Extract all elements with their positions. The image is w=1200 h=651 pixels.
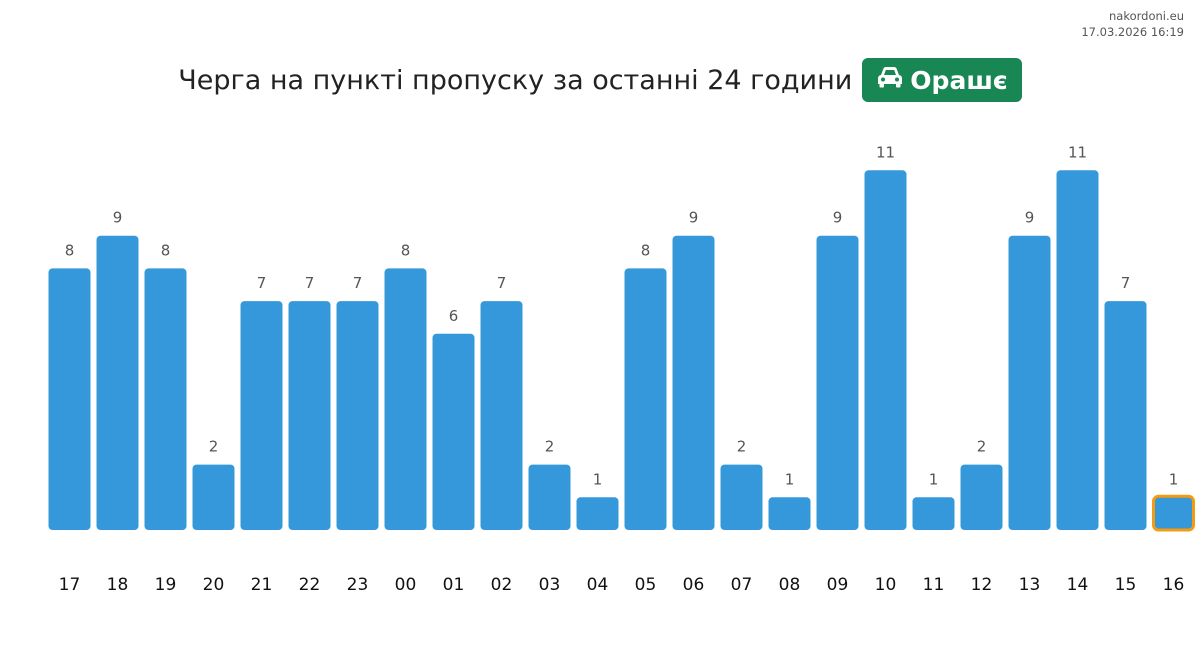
x-tick-label-03: 03 — [539, 575, 561, 595]
bar-21[interactable] — [240, 301, 283, 530]
bar-10[interactable] — [864, 170, 907, 531]
value-label-16: 1 — [1169, 470, 1179, 488]
value-label-08: 1 — [785, 470, 795, 488]
x-tick-label-05: 05 — [635, 575, 657, 595]
bar-02[interactable] — [480, 301, 523, 530]
value-label-13: 9 — [1025, 209, 1035, 227]
bar-04[interactable] — [576, 497, 619, 530]
chart-title: Черга на пункті пропуску за останні 24 г… — [178, 64, 853, 96]
value-label-17: 8 — [65, 241, 75, 259]
value-label-09: 9 — [833, 209, 843, 227]
x-tick-label-01: 01 — [443, 575, 465, 595]
bar-20[interactable] — [192, 464, 235, 530]
bar-13[interactable] — [1008, 235, 1051, 530]
bar-23[interactable] — [336, 301, 379, 530]
x-tick-label-19: 19 — [155, 575, 177, 595]
x-tick-label-11: 11 — [923, 575, 945, 595]
x-tick-label-13: 13 — [1019, 575, 1041, 595]
bar-16[interactable] — [1152, 494, 1195, 532]
value-label-20: 2 — [209, 438, 219, 456]
source-info: nakordoni.eu 17.03.2026 16:19 — [1081, 8, 1184, 40]
bar-01[interactable] — [432, 333, 475, 530]
value-label-06: 9 — [689, 209, 699, 227]
bar-08[interactable] — [768, 497, 811, 530]
bar-05[interactable] — [624, 268, 667, 530]
value-label-23: 7 — [353, 274, 363, 292]
bar-17[interactable] — [48, 268, 91, 530]
x-tick-label-06: 06 — [683, 575, 705, 595]
source-site: nakordoni.eu — [1109, 9, 1184, 23]
x-tick-label-07: 07 — [731, 575, 753, 595]
x-tick-label-20: 20 — [203, 575, 225, 595]
x-tick-label-23: 23 — [347, 575, 369, 595]
value-label-05: 8 — [641, 241, 651, 259]
bar-06[interactable] — [672, 235, 715, 530]
bar-09[interactable] — [816, 235, 859, 530]
checkpoint-name: Орашє — [910, 65, 1008, 95]
x-tick-label-15: 15 — [1115, 575, 1137, 595]
x-tick-label-14: 14 — [1067, 575, 1089, 595]
bar-07[interactable] — [720, 464, 763, 530]
timestamp: 17.03.2026 16:19 — [1081, 25, 1184, 39]
bar-12[interactable] — [960, 464, 1003, 530]
x-tick-label-12: 12 — [971, 575, 993, 595]
x-tick-label-10: 10 — [875, 575, 897, 595]
value-label-01: 6 — [449, 307, 459, 325]
x-tick-label-09: 09 — [827, 575, 849, 595]
x-tick-label-16: 16 — [1163, 575, 1185, 595]
bar-19[interactable] — [144, 268, 187, 530]
bar-18[interactable] — [96, 235, 139, 530]
x-tick-label-22: 22 — [299, 575, 321, 595]
bar-03[interactable] — [528, 464, 571, 530]
value-label-22: 7 — [305, 274, 315, 292]
value-label-07: 2 — [737, 438, 747, 456]
x-tick-label-00: 00 — [395, 575, 417, 595]
title-row: Черга на пункті пропуску за останні 24 г… — [0, 58, 1200, 102]
value-label-04: 1 — [593, 470, 603, 488]
x-tick-label-18: 18 — [107, 575, 129, 595]
value-label-21: 7 — [257, 274, 267, 292]
x-tick-label-04: 04 — [587, 575, 609, 595]
bar-11[interactable] — [912, 497, 955, 530]
value-label-14: 11 — [1068, 143, 1087, 161]
value-label-03: 2 — [545, 438, 555, 456]
x-tick-label-21: 21 — [251, 575, 273, 595]
car-icon — [876, 65, 910, 95]
value-label-18: 9 — [113, 209, 123, 227]
bar-14[interactable] — [1056, 170, 1099, 531]
x-tick-label-17: 17 — [59, 575, 81, 595]
checkpoint-badge[interactable]: Орашє — [862, 58, 1022, 102]
bar-22[interactable] — [288, 301, 331, 530]
value-label-00: 8 — [401, 241, 411, 259]
value-label-19: 8 — [161, 241, 171, 259]
value-label-10: 11 — [876, 143, 895, 161]
value-label-02: 7 — [497, 274, 507, 292]
bar-00[interactable] — [384, 268, 427, 530]
x-tick-label-08: 08 — [779, 575, 801, 595]
value-label-11: 1 — [929, 470, 939, 488]
x-tick-label-02: 02 — [491, 575, 513, 595]
bar-15[interactable] — [1104, 301, 1147, 530]
value-label-15: 7 — [1121, 274, 1131, 292]
value-label-12: 2 — [977, 438, 987, 456]
